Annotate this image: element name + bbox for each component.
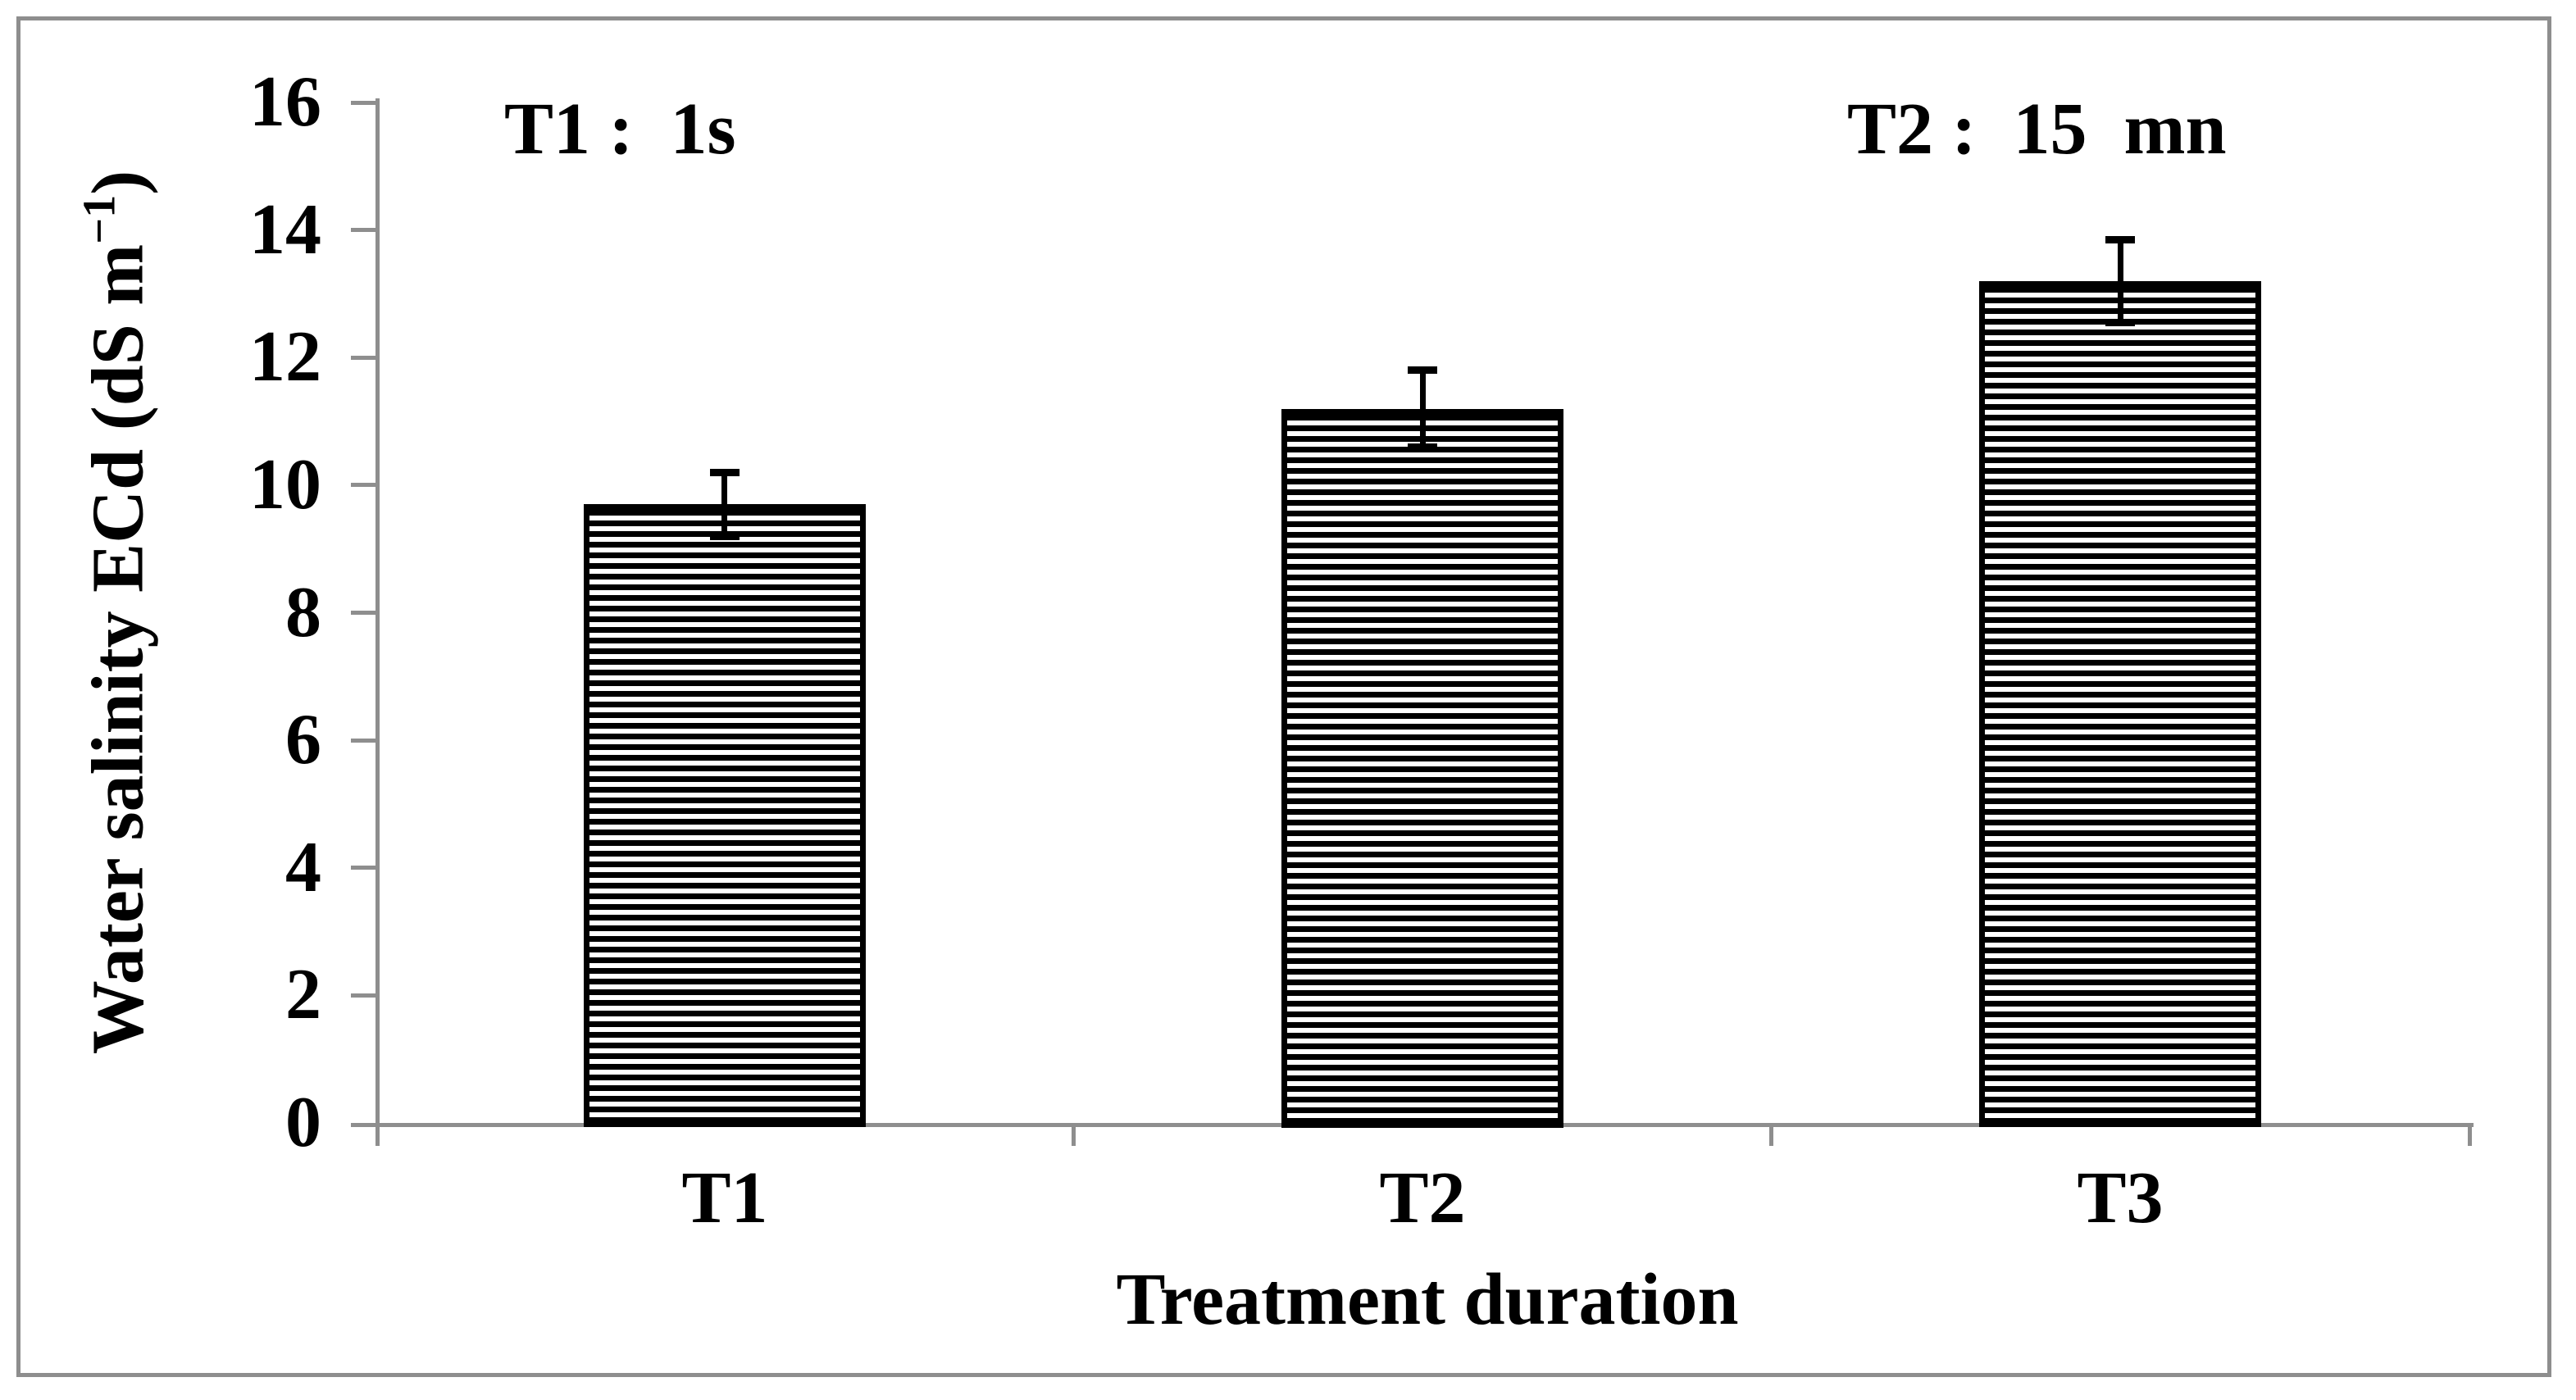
bar-t1 [584,504,866,1127]
error-bar-line-t2 [1420,370,1426,447]
y-tick-label: 2 [285,955,321,1034]
y-tick [351,356,380,360]
error-bar-bottom-cap-t1 [710,533,740,540]
y-tick [351,611,380,615]
y-axis-title-superscript: −1 [74,194,125,244]
error-bar-bottom-cap-t2 [1408,443,1437,451]
annotation-t1-duration: T1 : 1s [504,89,736,170]
error-bar-line-t1 [721,472,727,536]
y-tick-label: 16 [249,62,321,142]
y-tick [351,739,380,743]
x-axis-title: Treatment duration [1116,1259,1739,1340]
bar-t2 [1281,409,1563,1128]
y-axis-line [375,98,380,1146]
bar-t3 [1979,281,2261,1127]
category-boundary-tick [1072,1123,1076,1146]
y-tick [351,483,380,487]
y-tick [351,866,380,870]
y-tick [351,228,380,232]
y-tick-label: 12 [249,317,321,397]
x-category-label-t3: T3 [2077,1157,2164,1239]
y-tick-label: 14 [249,190,321,270]
error-bar-bottom-cap-t3 [2105,319,2135,326]
annotation-t2-duration: T2 : 15 mn [1847,89,2227,170]
x-category-label-t2: T2 [1379,1157,1466,1239]
error-bar-top-cap-t2 [1408,366,1437,374]
y-axis-title-close: ) [77,170,159,195]
y-tick-label: 4 [285,828,321,907]
y-axis-title-text: Water salinity ECd (dS m [77,243,159,1055]
y-tick [351,993,380,998]
y-tick-label: 0 [285,1083,321,1162]
y-tick-label: 8 [285,573,321,652]
error-bar-line-t3 [2118,239,2123,322]
error-bar-top-cap-t1 [710,469,740,476]
x-category-label-t1: T1 [681,1157,768,1239]
category-boundary-tick [1769,1123,1773,1146]
category-boundary-tick [2468,1123,2472,1146]
y-tick-label: 6 [285,700,321,780]
figure-border [16,16,2551,1377]
error-bar-top-cap-t3 [2105,236,2135,243]
y-tick [351,101,380,105]
y-tick-label: 10 [249,445,321,525]
y-axis-title: Water salinity ECd (dS m−1) [75,170,165,1054]
